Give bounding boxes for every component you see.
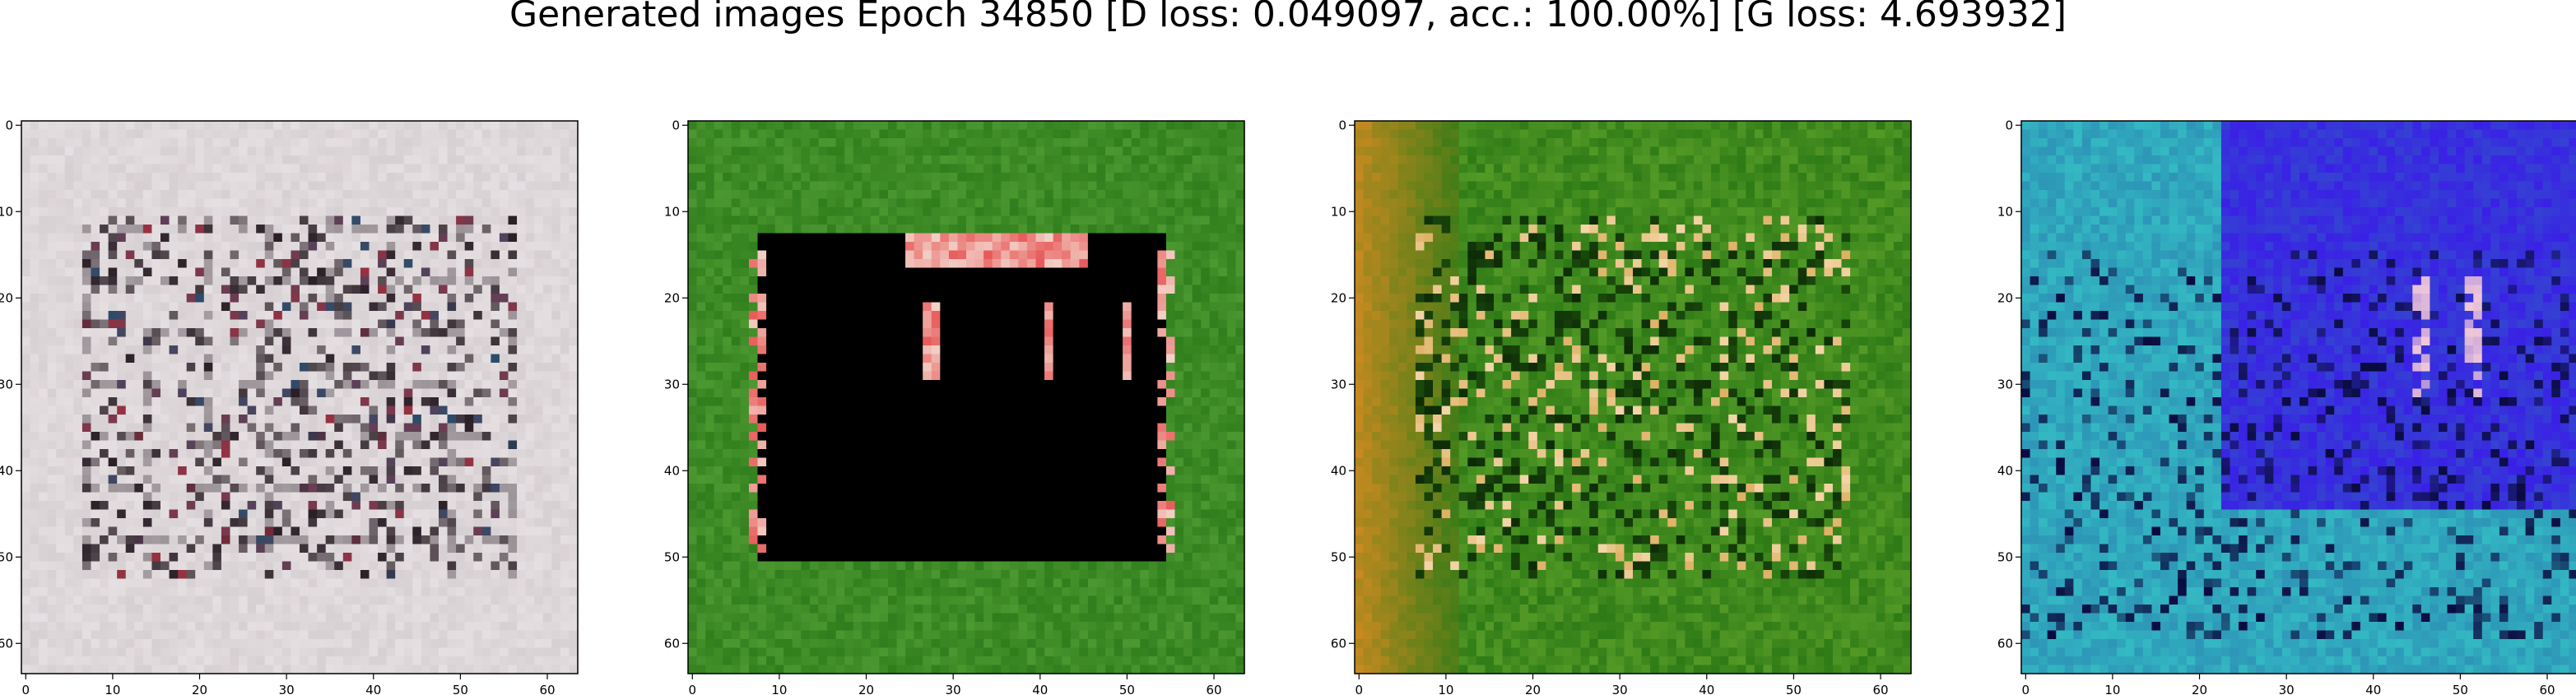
- pixel-grid: [688, 121, 1245, 674]
- x-tick-label: 60: [1872, 683, 1888, 695]
- pixel-grid: [1355, 121, 1912, 674]
- x-tick-label: 0: [689, 683, 697, 695]
- y-tick-label: 10: [1331, 204, 1346, 219]
- x-tick-label: 0: [2022, 683, 2030, 695]
- x-tick-label: 10: [771, 683, 787, 695]
- y-tick-label: 60: [1331, 636, 1346, 651]
- x-tick-label: 50: [1119, 683, 1135, 695]
- y-tick-label: 20: [664, 290, 680, 305]
- x-tick-label: 50: [1786, 683, 1802, 695]
- y-tick-label: 20: [1331, 290, 1346, 305]
- x-tick-label: 30: [1612, 683, 1628, 695]
- y-tick-label: 50: [0, 549, 13, 564]
- y-tick-label: 30: [664, 377, 680, 392]
- y-tick-label: 20: [0, 290, 13, 305]
- y-tick-label: 50: [664, 549, 680, 564]
- x-tick-label: 40: [365, 683, 381, 695]
- x-tick-label: 50: [453, 683, 468, 695]
- y-tick-label: 10: [1997, 204, 2013, 219]
- y-tick-label: 30: [1331, 377, 1346, 392]
- image-panel-2: 0 0 10 10 20 20 30 30 40 40 50 50 60 60: [664, 118, 1245, 695]
- x-tick-label: 20: [192, 683, 207, 695]
- y-tick-label: 40: [0, 463, 13, 478]
- y-tick-label: 30: [1997, 377, 2013, 392]
- figure-title: Generated images Epoch 34850 [D loss: 0.…: [509, 0, 2067, 35]
- y-tick-label: 10: [664, 204, 680, 219]
- x-tick-label: 40: [1032, 683, 1048, 695]
- y-tick-label: 50: [1331, 549, 1346, 564]
- pixel-grid: [21, 121, 579, 674]
- y-tick-label: 0: [2005, 118, 2013, 132]
- x-tick-label: 20: [2192, 683, 2207, 695]
- pixel-grid: [2021, 121, 2576, 674]
- y-tick-label: 20: [1997, 290, 2013, 305]
- y-tick-label: 0: [5, 118, 13, 132]
- x-tick-label: 0: [22, 683, 30, 695]
- y-tick-label: 40: [1997, 463, 2013, 478]
- y-tick-label: 40: [664, 463, 680, 478]
- y-tick-label: 60: [664, 636, 680, 651]
- x-tick-label: 20: [858, 683, 874, 695]
- x-tick-label: 40: [2365, 683, 2381, 695]
- x-tick-label: 0: [1355, 683, 1364, 695]
- y-tick-label: 60: [1997, 636, 2013, 651]
- x-tick-label: 10: [1438, 683, 1453, 695]
- x-tick-label: 30: [2279, 683, 2295, 695]
- y-tick-label: 50: [1997, 549, 2013, 564]
- x-tick-label: 30: [946, 683, 961, 695]
- x-tick-label: 60: [1206, 683, 1221, 695]
- y-tick-label: 40: [1331, 463, 1346, 478]
- x-tick-label: 60: [2539, 683, 2555, 695]
- x-tick-label: 10: [2104, 683, 2120, 695]
- x-tick-label: 50: [2453, 683, 2468, 695]
- image-panel-3: 0 0 10 10 20 20 30 30 40 40 50 50 60 60: [1331, 118, 1912, 695]
- image-panel-4: 0 0 10 10 20 20 30 30 40 40 50 50 60 60: [1997, 118, 2576, 695]
- axes-frame: [1354, 120, 1912, 674]
- axes-frame: [21, 120, 579, 674]
- y-tick-label: 0: [672, 118, 680, 132]
- x-tick-label: 60: [539, 683, 555, 695]
- axes-frame: [2020, 120, 2576, 674]
- x-tick-label: 40: [1699, 683, 1714, 695]
- y-tick-label: 10: [0, 204, 13, 219]
- x-tick-label: 10: [105, 683, 120, 695]
- y-tick-label: 30: [0, 377, 13, 392]
- y-tick-label: 0: [1338, 118, 1346, 132]
- y-tick-label: 60: [0, 636, 13, 651]
- x-tick-label: 30: [279, 683, 295, 695]
- axes-frame: [687, 120, 1245, 674]
- x-tick-label: 20: [1525, 683, 1541, 695]
- image-panel-1: 0 0 10 10 20 20 30 30 40 40 50 50 60 60: [0, 118, 579, 695]
